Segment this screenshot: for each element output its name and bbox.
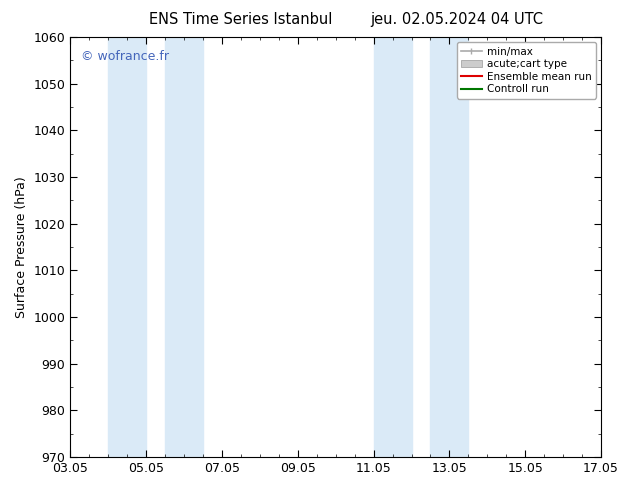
Text: © wofrance.fr: © wofrance.fr	[81, 50, 169, 63]
Text: jeu. 02.05.2024 04 UTC: jeu. 02.05.2024 04 UTC	[370, 12, 543, 27]
Bar	[373, 37, 411, 457]
Bar	[430, 37, 469, 457]
Text: ENS Time Series Istanbul: ENS Time Series Istanbul	[149, 12, 333, 27]
Bar	[165, 37, 203, 457]
Legend: min/max, acute;cart type, Ensemble mean run, Controll run: min/max, acute;cart type, Ensemble mean …	[456, 42, 596, 98]
Bar	[108, 37, 146, 457]
Y-axis label: Surface Pressure (hPa): Surface Pressure (hPa)	[15, 176, 28, 318]
